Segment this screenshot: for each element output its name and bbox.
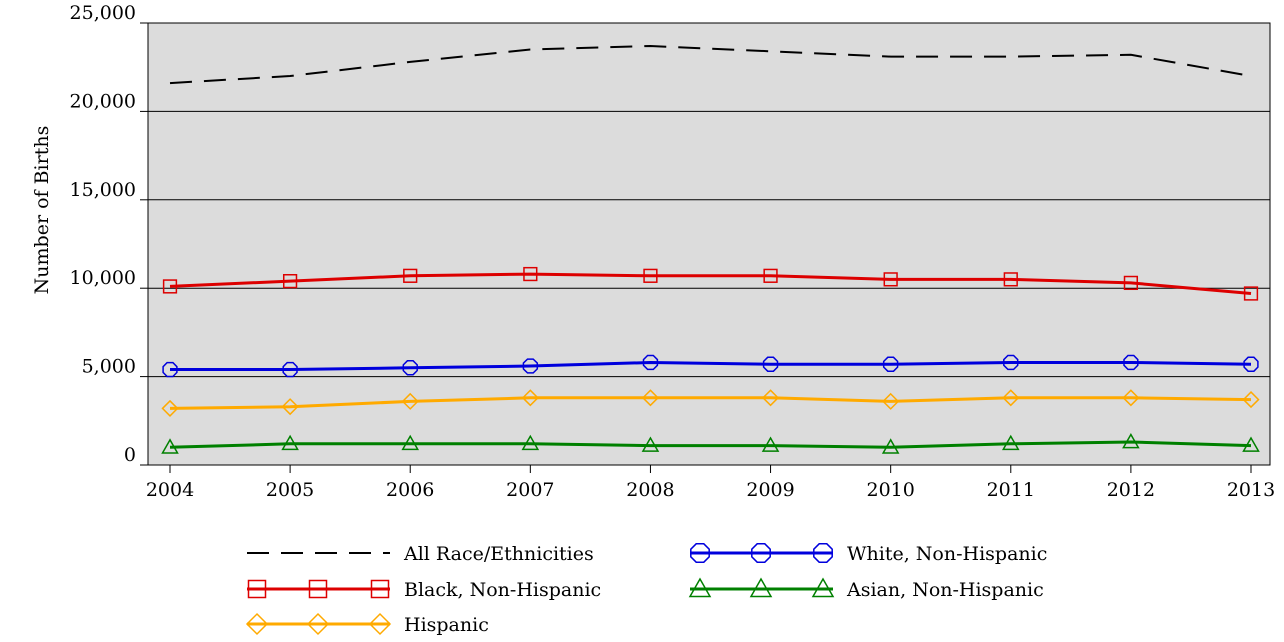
gridlines [148,110,1270,378]
data-point-circle [402,360,418,376]
y-tick-label: 10,000 [70,267,136,289]
data-point-circle [162,361,178,378]
data-point-square [403,268,418,283]
data-point-diamond [882,392,900,410]
x-tick-label: 2009 [746,479,794,501]
series-line [169,44,1252,85]
legend-item-0: All Race/Ethnicities [247,543,594,565]
data-point-diamond [401,392,419,410]
series-line [169,440,1252,449]
data-point-circle [751,543,771,563]
data-point-diamond [1242,391,1260,409]
series-0 [169,44,1252,85]
data-point-diamond [245,612,269,636]
data-point-diamond [521,389,539,407]
x-tick-label: 2008 [626,479,674,501]
legend: All Race/Ethnicities White, Non-Hispanic B… [245,543,1047,636]
x-tick-label: 2012 [1107,479,1155,501]
data-point-diamond [281,398,299,416]
data-point-triangle [811,577,835,598]
data-point-square [883,272,898,287]
data-point-triangle [881,438,900,454]
legend-label: Black, Non-Hispanic [404,579,601,601]
data-point-square [247,579,267,599]
data-point-square [370,579,390,599]
legend-label: White, Non-Hispanic [847,543,1047,565]
legend-label: Asian, Non-Hispanic [846,579,1044,601]
data-point-circle [1123,354,1139,371]
series-line [169,272,1252,295]
y-tick-label: 5,000 [82,356,136,378]
x-tick-label: 2013 [1227,479,1275,501]
plot-background [147,22,1271,466]
series-3 [161,433,1260,454]
y-tick-label: 20,000 [70,90,136,112]
data-point-diamond [161,399,179,417]
data-point-triangle [521,434,540,451]
data-point-diamond [1122,389,1140,407]
data-point-circle [762,356,779,372]
data-point-triangle [688,577,712,598]
data-point-triangle [281,434,299,451]
x-axis: 2004 2005 2006 2007 2008 2009 2010 2011 2012 2013 [146,465,1275,501]
legend-item-1: White, Non-Hispanic [690,543,1047,565]
data-point-triangle [161,438,179,454]
data-point-diamond [761,389,780,407]
data-point-square [282,274,298,289]
x-tick-label: 2005 [266,479,314,501]
data-point-diamond [306,612,330,636]
data-point-square [523,266,538,282]
y-tick-label: 0 [124,444,136,466]
data-point-triangle [761,436,780,452]
data-point-circle [813,543,833,563]
data-point-circle [1003,354,1019,371]
legend-label: All Race/Ethnicities [403,543,594,565]
data-point-circle [690,543,710,563]
data-point-triangle [1001,434,1020,451]
y-axis: 0 5,000 10,000 15,000 20,000 25,000 [70,2,148,466]
data-point-diamond [368,612,392,636]
data-point-square [1243,286,1259,301]
series-2 [162,266,1259,301]
data-point-circle [642,354,659,371]
data-point-diamond [1002,389,1020,407]
data-point-diamond [641,389,660,407]
data-point-triangle [749,577,773,598]
legend-label: Hispanic [404,614,489,636]
data-point-square [308,579,328,599]
data-point-triangle [401,434,420,451]
y-tick-label: 25,000 [70,2,136,24]
data-point-square [1003,272,1018,287]
series-line [169,396,1252,410]
data-point-triangle [641,436,660,452]
x-tick-label: 2006 [386,479,434,501]
data-point-circle [1243,356,1259,372]
series-1 [162,354,1259,378]
legend-item-4: Hispanic [245,612,489,636]
y-tick-label: 15,000 [70,179,136,201]
x-tick-label: 2010 [866,479,914,501]
series-line [170,360,1252,371]
data-point-triangle [1242,436,1260,452]
legend-item-2: Black, Non-Hispanic [247,579,601,601]
x-tick-label: 2007 [506,479,554,501]
series-4 [161,389,1260,417]
legend-item-3: Asian, Non-Hispanic [688,577,1044,601]
series-group [161,44,1260,454]
data-point-circle [522,358,539,374]
data-point-square [1123,275,1139,291]
x-tick-label: 2004 [146,479,194,501]
x-tick-label: 2011 [987,479,1035,501]
data-point-triangle [1122,433,1140,449]
data-point-circle [282,361,298,378]
y-axis-label: Number of Births [31,126,53,295]
data-point-circle [882,356,899,372]
data-point-square [643,268,658,283]
data-point-square [162,279,178,294]
data-point-square [763,268,778,283]
